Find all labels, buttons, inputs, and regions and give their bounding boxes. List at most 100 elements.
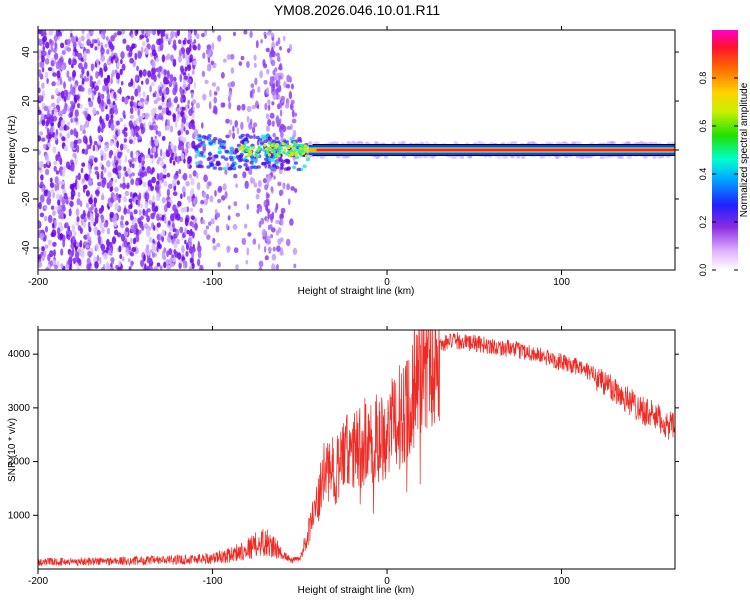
spectrogram-noise-blob	[79, 124, 83, 132]
spectrogram-noise-blob	[117, 194, 122, 199]
spectrogram-noise-blob	[177, 252, 182, 260]
spectrogram-noise-blob	[107, 249, 111, 256]
spectrogram-noise-blob	[130, 178, 135, 186]
spectrogram-noise-blob	[109, 186, 113, 193]
spectrogram-noise-blob	[62, 213, 66, 220]
spectrogram-noise-blob	[59, 225, 64, 232]
spectrogram-noise-blob	[232, 223, 238, 230]
spectrogram-noise-blob	[238, 61, 243, 66]
spectrogram-noise-blob	[83, 61, 88, 70]
spectrogram-ridge-blob	[207, 138, 213, 143]
spectrogram-noise-blob	[153, 266, 157, 270]
spectrogram-noise-blob	[112, 100, 116, 106]
spectrogram-noise-blob	[89, 213, 94, 221]
spectrogram-noise-blob	[100, 204, 105, 212]
spectrogram-noise-blob	[38, 161, 43, 169]
spectrogram-noise-blob	[38, 69, 42, 78]
spectrogram-noise-blob	[38, 220, 41, 229]
spectrogram-noise-blob	[52, 146, 57, 154]
spectrogram-noise-blob	[208, 101, 212, 110]
spectrogram-noise-blob	[166, 70, 170, 77]
spectrogram-noise-blob	[109, 241, 112, 248]
spectrogram-noise-blob	[39, 38, 43, 47]
spectrogram-noise-blob	[123, 166, 127, 172]
spectrogram-noise-blob	[41, 246, 45, 252]
spectrogram-noise-blob	[120, 233, 126, 242]
spectrogram-noise-blob	[137, 50, 142, 59]
spectrogram-ridge-blob	[244, 159, 250, 163]
spectrogram-noise-blob	[82, 129, 86, 134]
spectrogram-noise-blob	[184, 227, 188, 236]
spectrogram-noise-blob	[46, 197, 52, 205]
spectrogram-noise-blob	[155, 151, 159, 158]
spectrogram-noise-blob	[147, 147, 151, 157]
spectrogram-noise-blob	[72, 70, 77, 78]
spectrogram-noise-blob	[90, 63, 95, 70]
spectrogram-noise-blob	[253, 133, 256, 140]
spectrogram-noise-blob	[86, 70, 90, 77]
spectrogram-noise-blob	[151, 81, 155, 87]
spectrogram-noise-blob	[104, 78, 109, 86]
spectrogram-noise-blob	[74, 109, 79, 118]
spectrogram-noise-blob	[269, 76, 274, 82]
spectrogram-noise-blob	[200, 199, 205, 205]
spectrogram-noise-blob	[95, 71, 99, 79]
spectrogram-noise-blob	[152, 245, 157, 254]
spectrogram-noise-blob	[75, 208, 80, 217]
spectrogram-noise-blob	[206, 234, 211, 240]
spectrogram-noise-blob	[114, 108, 119, 115]
spectrogram-noise-blob	[49, 260, 53, 267]
spectrogram-ridge-blob	[293, 161, 299, 165]
spectrogram-noise-blob	[81, 162, 86, 167]
colorbar: 0.0 0.2 0.4 0.6 0.8 Normalized spectral ampl…	[698, 30, 750, 276]
spectrogram-noise-blob	[138, 115, 142, 124]
spectrogram-noise-blob	[47, 157, 50, 166]
spectrogram-noise-blob	[50, 232, 55, 238]
snr-x-label: Height of straight line (km)	[298, 585, 415, 596]
spectrogram-noise-blob	[249, 30, 253, 38]
spectrogram-ridge-blob	[243, 163, 248, 167]
spectrogram-noise-blob	[100, 243, 106, 252]
spectrogram-noise-blob	[53, 108, 58, 117]
spectrogram-noise-blob	[129, 252, 135, 257]
spectrogram-noise-blob	[97, 96, 102, 104]
spectrogram-ridge-blob	[424, 141, 429, 145]
spectrogram-noise-blob	[208, 63, 212, 72]
spectrogram-noise-blob	[40, 251, 45, 256]
spectrogram-noise-blob	[185, 55, 189, 61]
spectrogram-noise-blob	[233, 31, 236, 36]
spectrogram-noise-blob	[223, 58, 227, 63]
spectrogram-noise-blob	[159, 43, 164, 51]
spectrogram-noise-blob	[259, 70, 263, 79]
spectrogram-noise-blob	[92, 144, 96, 152]
spectrogram-noise-blob	[280, 189, 284, 195]
spectrogram-noise-blob	[95, 59, 100, 64]
spectrogram-noise-blob	[182, 79, 187, 85]
spectrogram-noise-blob	[84, 136, 88, 145]
spectrogram-noise-blob	[152, 194, 155, 203]
spectrogram-noise-blob	[137, 108, 141, 117]
spectrogram-noise-blob	[146, 94, 150, 102]
spectrogram-noise-blob	[105, 36, 109, 41]
spectrogram-noise-blob	[185, 121, 189, 128]
spectrogram-noise-blob	[89, 30, 94, 36]
spectrogram-noise-blob	[116, 30, 121, 36]
spectrogram-peak-blob	[288, 144, 292, 148]
spectrogram-noise-blob	[288, 198, 291, 206]
spectrogram-noise-blob	[277, 227, 282, 234]
spectrogram-ridge-blob	[401, 140, 406, 145]
spectrogram-noise-blob	[38, 49, 42, 58]
spectrogram-noise-blob	[126, 208, 131, 214]
spectrogram-noise-blob	[264, 184, 269, 191]
spectrogram-noise-blob	[141, 166, 145, 172]
spectrogram-y-tick-label: 40	[21, 46, 32, 58]
spectrogram-ridge-blob	[217, 138, 223, 142]
spectrogram-noise-blob	[125, 227, 130, 232]
spectrogram-noise-blob	[41, 255, 45, 261]
spectrogram-peak-blob	[240, 144, 244, 148]
spectrogram-noise-blob	[61, 50, 66, 55]
spectrogram-noise-blob	[270, 46, 274, 56]
spectrogram-noise-blob	[124, 154, 128, 164]
spectrogram-noise-blob	[79, 200, 83, 208]
spectrogram-noise-blob	[235, 212, 241, 217]
